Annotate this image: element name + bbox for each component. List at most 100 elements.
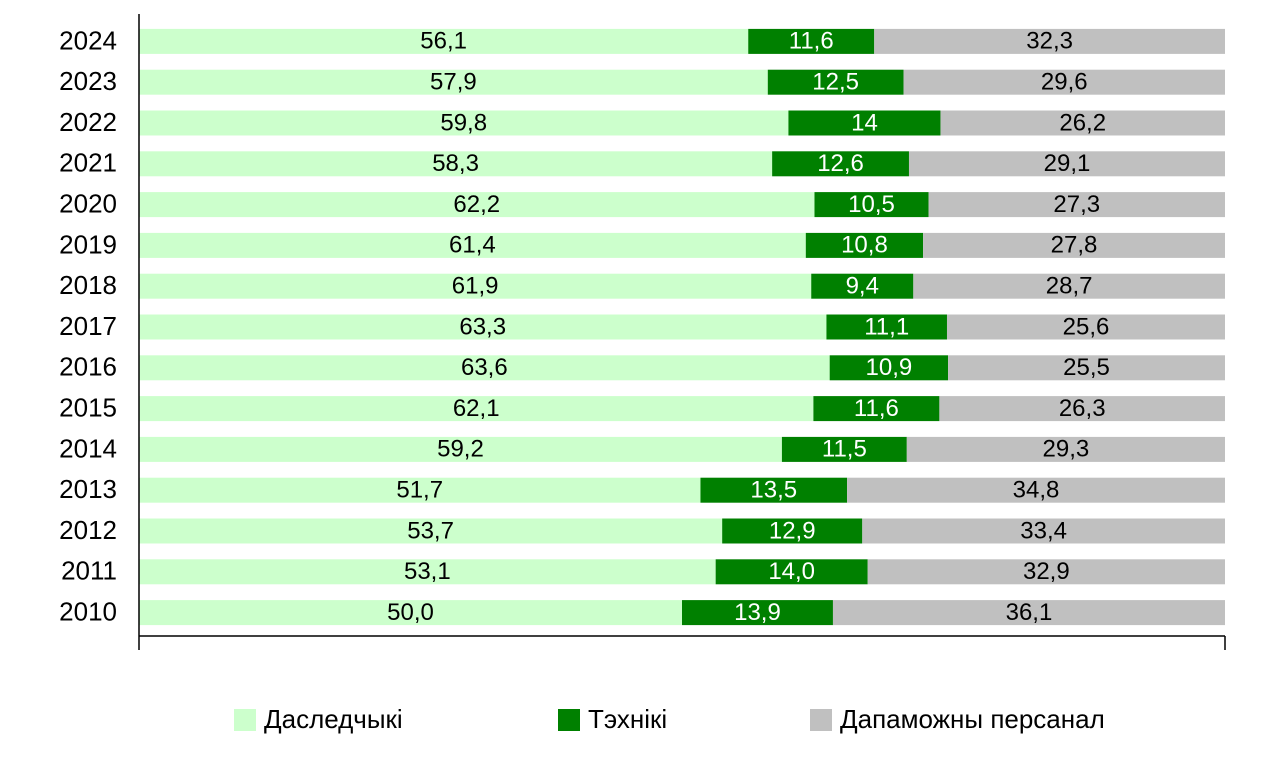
bar-support-staff-2015 (939, 396, 1225, 422)
bar-technicians-2021 (772, 151, 909, 177)
bar-support-staff-2011 (867, 559, 1225, 585)
data-label-technicians-2014: 11,5 (822, 436, 867, 463)
bar-researchers-2014 (139, 436, 782, 462)
bar-technicians-2022 (788, 110, 941, 136)
legend-item-researchers: Даследчыкі (234, 704, 403, 735)
stacked-bar-chart: 56,1 11,6 32,3 57,9 12,5 29,6 59,8 14 26,2 58,3 12… (59, 14, 1255, 700)
data-label-technicians-2018: 9,4 (846, 273, 879, 300)
bar-support-staff-2010 (832, 600, 1225, 626)
data-label-technicians-2012: 12,9 (769, 517, 816, 544)
data-label-researchers-2023: 57,9 (430, 69, 477, 96)
legend-swatch-technicians (558, 708, 580, 731)
data-label-support-staff-2010: 36,1 (1006, 599, 1053, 626)
x-tick-label-100: 100 (1211, 698, 1254, 700)
data-label-technicians-2020: 10,5 (848, 191, 895, 218)
data-label-support-staff-2015: 26,3 (1059, 395, 1106, 422)
bar-technicians-2013 (700, 477, 848, 503)
data-label-researchers-2017: 63,3 (459, 313, 506, 340)
data-label-researchers-2024: 56,1 (420, 28, 467, 55)
data-label-support-staff-2024: 32,3 (1026, 28, 1073, 55)
legend-label-support-staff: Дапаможны персанал (840, 704, 1105, 734)
legend-label-technicians: Тэхнікі (588, 704, 668, 734)
data-label-support-staff-2017: 25,6 (1063, 313, 1110, 340)
data-label-technicians-2024: 11,6 (789, 28, 834, 55)
category-label-2011: 2011 (61, 556, 117, 586)
bar-technicians-2012 (722, 518, 863, 544)
category-label-2020: 2020 (59, 188, 117, 218)
bar-support-staff-2020 (928, 192, 1225, 218)
bar-researchers-2019 (139, 232, 806, 258)
category-label-2016: 2016 (59, 352, 117, 382)
bar-researchers-2021 (139, 151, 773, 177)
data-label-researchers-2021: 58,3 (432, 150, 479, 177)
bar-researchers-2023 (139, 69, 768, 95)
data-label-support-staff-2023: 29,6 (1041, 69, 1088, 96)
bar-researchers-2020 (139, 192, 815, 218)
bar-support-staff-2017 (946, 314, 1225, 340)
bar-support-staff-2021 (908, 151, 1225, 177)
category-label-2021: 2021 (59, 148, 117, 178)
data-label-support-staff-2021: 29,1 (1044, 150, 1091, 177)
legend: Даследчыкі Тэхнікі Дапаможны персанал (0, 704, 1275, 744)
category-label-2023: 2023 (59, 66, 117, 96)
bar-researchers-2011 (139, 559, 716, 585)
bar-technicians-2023 (767, 69, 904, 95)
data-label-support-staff-2019: 27,8 (1051, 232, 1098, 259)
bar-support-staff-2022 (940, 110, 1225, 136)
bar-support-staff-2014 (906, 436, 1225, 462)
bar-technicians-2017 (826, 314, 947, 340)
data-label-support-staff-2011: 32,9 (1023, 558, 1070, 585)
category-label-2019: 2019 (59, 229, 117, 259)
legend-item-support-staff: Дапаможны персанал (810, 704, 1105, 735)
category-label-2013: 2013 (59, 474, 117, 504)
data-label-technicians-2010: 13,9 (734, 599, 781, 626)
data-label-support-staff-2012: 33,4 (1020, 517, 1067, 544)
data-label-support-staff-2020: 27,3 (1053, 191, 1100, 218)
bar-support-staff-2023 (903, 69, 1225, 95)
category-label-2012: 2012 (59, 515, 117, 545)
data-label-support-staff-2018: 28,7 (1046, 273, 1093, 300)
data-label-technicians-2019: 10,8 (841, 232, 888, 259)
data-label-technicians-2021: 12,6 (817, 150, 864, 177)
legend-label-researchers: Даследчыкі (264, 704, 403, 734)
axes-group: 0 100 (131, 14, 1255, 700)
data-label-researchers-2012: 53,7 (407, 517, 454, 544)
bar-technicians-2011 (715, 559, 868, 585)
bar-support-staff-2013 (847, 477, 1225, 503)
legend-swatch-researchers (234, 708, 256, 731)
bars-group: 56,1 11,6 32,3 57,9 12,5 29,6 59,8 14 26,2 58,3 12… (139, 28, 1225, 626)
data-label-support-staff-2014: 29,3 (1043, 436, 1090, 463)
bar-technicians-2018 (811, 273, 914, 299)
data-label-technicians-2016: 10,9 (866, 354, 913, 381)
bar-researchers-2022 (139, 110, 789, 136)
category-label-2014: 2014 (59, 433, 117, 463)
bar-technicians-2019 (805, 232, 924, 258)
bar-support-staff-2012 (862, 518, 1225, 544)
bar-technicians-2020 (814, 192, 929, 218)
data-label-support-staff-2013: 34,8 (1013, 477, 1060, 504)
bar-technicians-2016 (829, 355, 949, 381)
data-label-researchers-2019: 61,4 (449, 232, 496, 259)
bar-support-staff-2019 (923, 232, 1225, 258)
category-label-2018: 2018 (59, 270, 117, 300)
category-label-2017: 2017 (59, 311, 117, 341)
data-label-researchers-2011: 53,1 (404, 558, 451, 585)
bar-support-staff-2016 (948, 355, 1225, 381)
category-labels: 2024 2023 2022 2021 2020 2019 2018 2017 2016 2015… (59, 25, 117, 626)
bar-researchers-2017 (139, 314, 827, 340)
bar-technicians-2024 (748, 28, 875, 54)
bar-researchers-2012 (139, 518, 723, 544)
data-label-technicians-2023: 12,5 (812, 69, 859, 96)
data-label-researchers-2015: 62,1 (453, 395, 500, 422)
bar-researchers-2024 (139, 28, 749, 54)
bar-researchers-2016 (139, 355, 830, 381)
category-label-2024: 2024 (59, 25, 117, 55)
data-label-technicians-2015: 11,6 (854, 395, 899, 422)
legend-item-technicians: Тэхнікі (558, 704, 667, 735)
data-label-technicians-2013: 13,5 (750, 477, 797, 504)
category-label-2015: 2015 (59, 392, 117, 422)
data-label-researchers-2010: 50,0 (387, 599, 434, 626)
bar-researchers-2015 (139, 396, 814, 422)
data-label-researchers-2020: 62,2 (453, 191, 500, 218)
bar-technicians-2010 (682, 600, 833, 626)
